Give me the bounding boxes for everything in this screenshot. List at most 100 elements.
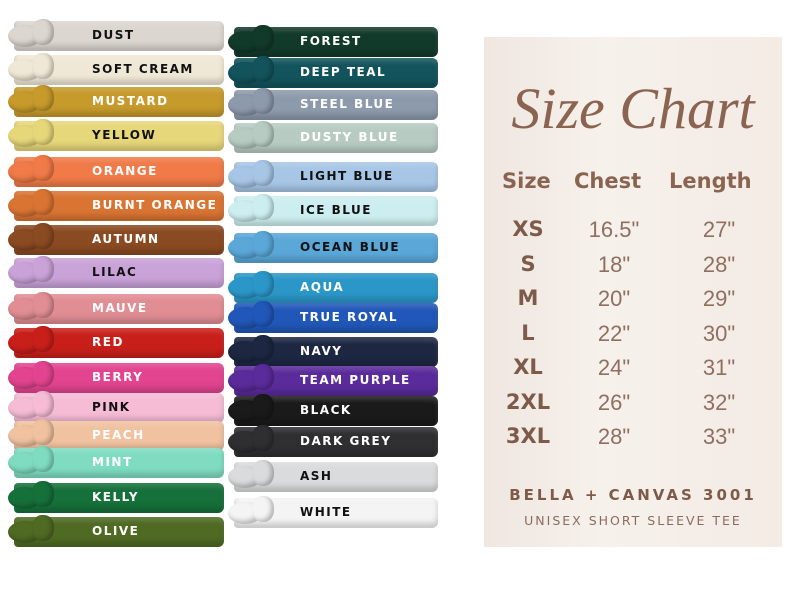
color-name: ORANGE [92, 164, 158, 178]
color-swatch: OCEAN BLUE [228, 231, 438, 263]
color-name: KELLY [92, 490, 140, 504]
color-name: DARK GREY [300, 434, 392, 448]
color-name: PINK [92, 400, 131, 414]
color-name: TEAM PURPLE [300, 373, 411, 387]
size-chart-panel: Size Chart Size Chest Length XS 16.5" 27" S… [484, 37, 782, 547]
color-name: TRUE ROYAL [300, 310, 399, 324]
size-cell: 2XL [505, 389, 551, 414]
knot-shape [32, 189, 54, 215]
knot-shape [252, 394, 274, 420]
knot-shape [32, 19, 54, 45]
color-swatch: SOFT CREAM [8, 53, 224, 85]
length-cell: 28" [702, 251, 736, 277]
size-cell: M [517, 286, 539, 310]
color-swatch: PEACH [8, 419, 224, 451]
color-swatch: KELLY [8, 481, 224, 513]
knot-shape [32, 223, 54, 249]
knot-shape [252, 496, 274, 522]
color-swatch: DEEP TEAL [228, 56, 438, 88]
size-cell: S [520, 251, 536, 276]
knot-shape [252, 364, 274, 390]
color-swatch: BERRY [8, 361, 224, 393]
knot-shape [32, 119, 54, 145]
length-cell: 30" [702, 320, 736, 346]
knot-shape [252, 88, 274, 114]
size-cell: 3XL [505, 424, 551, 448]
knot-shape [252, 160, 274, 186]
knot-shape [32, 292, 54, 318]
brand-label: BELLA + CANVAS 3001 [509, 486, 757, 504]
knot-shape [252, 194, 274, 220]
color-swatch: ORANGE [8, 155, 224, 187]
color-swatch: AUTUMN [8, 223, 224, 255]
color-swatch: MUSTARD [8, 85, 224, 117]
knot-shape [32, 446, 54, 472]
color-name: WHITE [300, 505, 352, 519]
color-swatch: MAUVE [8, 292, 224, 324]
color-name: BERRY [92, 370, 144, 384]
color-swatch: RED [8, 326, 224, 358]
length-cell: 33" [702, 424, 736, 449]
color-swatch: AQUA [228, 271, 438, 303]
header-size: Size [502, 169, 551, 193]
color-swatch: DUSTY BLUE [228, 121, 438, 153]
color-name: NAVY [300, 344, 343, 358]
knot-shape [32, 515, 54, 541]
color-name: LILAC [92, 265, 138, 279]
color-name: DEEP TEAL [300, 65, 387, 79]
chest-cell: 26" [597, 389, 631, 415]
knot-shape [32, 391, 54, 417]
chest-cell: 16.5" [588, 217, 640, 242]
knot-shape [252, 231, 274, 257]
color-swatch: OLIVE [8, 515, 224, 547]
color-name: DUSTY BLUE [300, 130, 399, 144]
color-name: LIGHT BLUE [300, 169, 394, 183]
knot-shape [32, 256, 54, 282]
color-swatch: TRUE ROYAL [228, 301, 438, 333]
color-name: RED [92, 335, 124, 349]
color-name: FOREST [300, 34, 362, 48]
knot-shape [252, 56, 274, 82]
knot-shape [252, 460, 274, 486]
knot-shape [32, 85, 54, 111]
chest-cell: 20" [597, 286, 631, 311]
color-swatch: DUST [8, 19, 224, 51]
color-name: AQUA [300, 280, 345, 294]
length-cell: 27" [702, 217, 736, 242]
color-name: DUST [92, 28, 135, 42]
chest-cell: 28" [597, 424, 631, 449]
chest-cell: 24" [597, 355, 631, 380]
knot-shape [252, 335, 274, 361]
color-name: BLACK [300, 403, 352, 417]
color-name: YELLOW [92, 128, 157, 142]
size-cell: XS [512, 217, 544, 241]
knot-shape [252, 425, 274, 451]
knot-shape [32, 419, 54, 445]
color-name: ICE BLUE [300, 203, 372, 217]
header-chest: Chest [574, 169, 642, 193]
chest-cell: 18" [597, 251, 631, 277]
header-length: Length [669, 169, 752, 193]
color-swatch: WHITE [228, 496, 438, 528]
color-name: ASH [300, 469, 333, 483]
knot-shape [252, 301, 274, 327]
color-name: SOFT CREAM [92, 62, 194, 76]
color-name: MINT [92, 455, 133, 469]
chest-cell: 22" [597, 320, 631, 346]
color-name: AUTUMN [92, 232, 160, 246]
length-cell: 31" [702, 355, 736, 380]
knot-shape [32, 481, 54, 507]
color-name: PEACH [92, 428, 145, 442]
color-name: MUSTARD [92, 94, 169, 108]
color-swatch: BLACK [228, 394, 438, 426]
color-name: OLIVE [92, 524, 140, 538]
color-name: BURNT ORANGE [92, 198, 218, 212]
size-chart-title: Size Chart [511, 76, 755, 141]
color-swatch: YELLOW [8, 119, 224, 151]
color-swatch: LILAC [8, 256, 224, 288]
color-name: STEEL BLUE [300, 97, 395, 111]
knot-shape [32, 53, 54, 79]
color-name: MAUVE [92, 301, 148, 315]
color-swatch: BURNT ORANGE [8, 189, 224, 221]
color-swatch: ICE BLUE [228, 194, 438, 226]
